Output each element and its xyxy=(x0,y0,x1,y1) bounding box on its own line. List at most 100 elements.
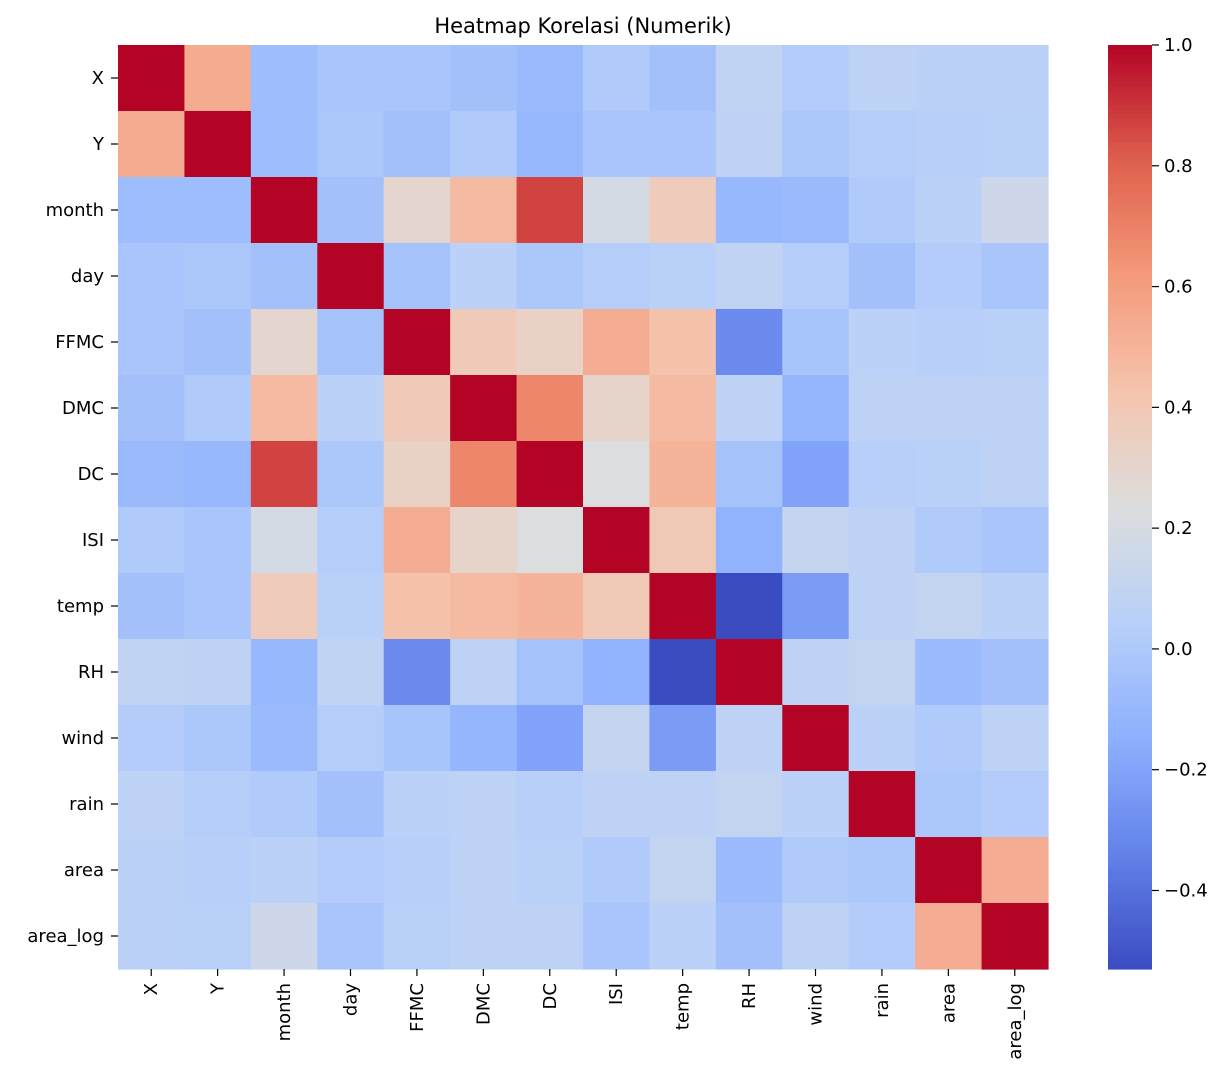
heatmap-cell-rh-month xyxy=(250,639,318,706)
heatmap-cell-area-rh xyxy=(715,837,783,904)
heatmap-cell-day-isi xyxy=(583,243,651,310)
heatmap-cell-isi-ffmc xyxy=(383,507,451,574)
y-tick-label-temp: temp xyxy=(57,596,104,617)
colorbar-gradient-segment xyxy=(1108,913,1152,919)
colorbar-gradient-segment xyxy=(1108,719,1152,725)
colorbar-gradient-segment xyxy=(1108,835,1152,841)
x-tick-label-rain: rain xyxy=(872,983,893,1018)
colorbar-gradient-segment xyxy=(1108,580,1152,587)
colorbar-gradient-segment xyxy=(1108,437,1152,443)
colorbar-gradient-segment xyxy=(1108,229,1152,236)
colorbar-gradient-segment xyxy=(1108,91,1152,97)
heatmap-cell-y-area xyxy=(915,111,983,178)
heatmap-cell-wind-area xyxy=(915,705,983,772)
colorbar-gradient-segment xyxy=(1108,81,1152,88)
colorbar-gradient-segment xyxy=(1108,525,1152,531)
colorbar-gradient-segment xyxy=(1108,386,1152,393)
colorbar-gradient-segment xyxy=(1108,867,1152,873)
heatmap-cell-y-isi xyxy=(583,111,651,178)
x-tick-label-ffmc: FFMC xyxy=(407,983,428,1032)
colorbar-gradient-segment xyxy=(1108,590,1152,596)
heatmap-cell-dmc-ffmc xyxy=(383,375,451,442)
y-tick-label-area: area xyxy=(64,860,104,881)
heatmap-cell-temp-rain xyxy=(848,573,916,640)
colorbar-gradient-segment xyxy=(1108,645,1152,651)
colorbar-gradient-segment xyxy=(1108,553,1152,559)
heatmap-cell-x-rain xyxy=(848,45,916,112)
heatmap-cell-ffmc-rain xyxy=(848,309,916,376)
heatmap-cell-ffmc-dmc xyxy=(450,309,518,376)
colorbar-gradient-segment xyxy=(1108,816,1152,822)
heatmap-cell-dc-area-log xyxy=(981,441,1049,508)
colorbar-gradient-segment xyxy=(1108,714,1152,721)
heatmap-cell-day-temp xyxy=(649,243,717,310)
heatmap-cell-area-log-isi xyxy=(583,903,651,970)
colorbar-gradient-segment xyxy=(1108,493,1152,499)
colorbar-gradient-segment xyxy=(1108,904,1152,910)
colorbar-gradient-segment xyxy=(1108,788,1152,795)
colorbar-tick-label: 0.8 xyxy=(1164,156,1193,177)
heatmap-cell-month-month xyxy=(250,177,318,244)
heatmap-cell-y-wind xyxy=(782,111,850,178)
colorbar-gradient-segment xyxy=(1108,183,1152,189)
colorbar-gradient-segment xyxy=(1108,368,1152,374)
colorbar-gradient-segment xyxy=(1108,174,1152,180)
colorbar-gradient-segment xyxy=(1108,821,1152,827)
y-tick-label-rain: rain xyxy=(69,794,104,815)
colorbar-gradient-segment xyxy=(1108,825,1152,831)
x-tick-label-area-log: area_log xyxy=(1005,983,1026,1060)
colorbar-gradient-segment xyxy=(1108,285,1152,291)
colorbar-gradient-segment xyxy=(1108,123,1152,129)
heatmap-cell-area-y xyxy=(184,837,252,904)
heatmap-cell-isi-day xyxy=(317,507,385,574)
heatmap-cell-temp-day xyxy=(317,573,385,640)
colorbar-gradient-segment xyxy=(1108,215,1152,222)
colorbar-gradient-segment xyxy=(1108,798,1152,804)
heatmap-cell-dc-y xyxy=(184,441,252,508)
colorbar-gradient-segment xyxy=(1108,419,1152,425)
heatmap-cell-x-dc xyxy=(516,45,584,112)
heatmap-cell-dc-dc xyxy=(516,441,584,508)
colorbar-gradient-segment xyxy=(1108,594,1152,600)
colorbar-gradient-segment xyxy=(1108,299,1152,305)
colorbar-gradient-segment xyxy=(1108,409,1152,416)
colorbar-gradient-segment xyxy=(1108,830,1152,836)
y-tick-label-day: day xyxy=(71,266,104,287)
colorbar-gradient-segment xyxy=(1108,853,1152,859)
heatmap-cell-x-dmc xyxy=(450,45,518,112)
colorbar-gradient-segment xyxy=(1108,682,1152,688)
colorbar-gradient-segment xyxy=(1108,142,1152,148)
heatmap-cell-isi-temp xyxy=(649,507,717,574)
colorbar-tick-label: 0.6 xyxy=(1164,277,1193,298)
colorbar-gradient-segment xyxy=(1108,733,1152,739)
colorbar-gradient-segment xyxy=(1108,396,1152,402)
colorbar-gradient-segment xyxy=(1108,382,1152,388)
y-tick-label-dmc: DMC xyxy=(62,398,104,419)
heatmap-cell-area-log-day xyxy=(317,903,385,970)
heatmap-cell-dmc-temp xyxy=(649,375,717,442)
colorbar-gradient-segment xyxy=(1108,169,1152,175)
colorbar-gradient-segment xyxy=(1108,950,1152,956)
x-tick-label-day: day xyxy=(341,983,362,1016)
heatmap-cell-y-temp xyxy=(649,111,717,178)
heatmap-cell-month-wind xyxy=(782,177,850,244)
heatmap-cell-wind-wind xyxy=(782,705,850,772)
heatmap-cell-day-ffmc xyxy=(383,243,451,310)
heatmap-cell-area-day xyxy=(317,837,385,904)
heatmap-cell-rh-area xyxy=(915,639,983,706)
heatmap-cell-temp-area xyxy=(915,573,983,640)
heatmap-cell-isi-x xyxy=(118,507,186,574)
heatmap-cell-y-month xyxy=(250,111,318,178)
colorbar-gradient-segment xyxy=(1108,86,1152,92)
heatmap-cell-dc-x xyxy=(118,441,186,508)
heatmap-cell-x-area xyxy=(915,45,983,112)
heatmap-cell-temp-isi xyxy=(583,573,651,640)
heatmap-cell-x-month xyxy=(250,45,318,112)
heatmap-cell-dmc-dc xyxy=(516,375,584,442)
heatmap-cell-ffmc-temp xyxy=(649,309,717,376)
colorbar-gradient-segment xyxy=(1108,705,1152,711)
colorbar-gradient-segment xyxy=(1108,747,1152,753)
colorbar-gradient-segment xyxy=(1108,507,1152,513)
colorbar-tick-label: 1.0 xyxy=(1164,35,1193,56)
colorbar-gradient-segment xyxy=(1108,58,1152,65)
